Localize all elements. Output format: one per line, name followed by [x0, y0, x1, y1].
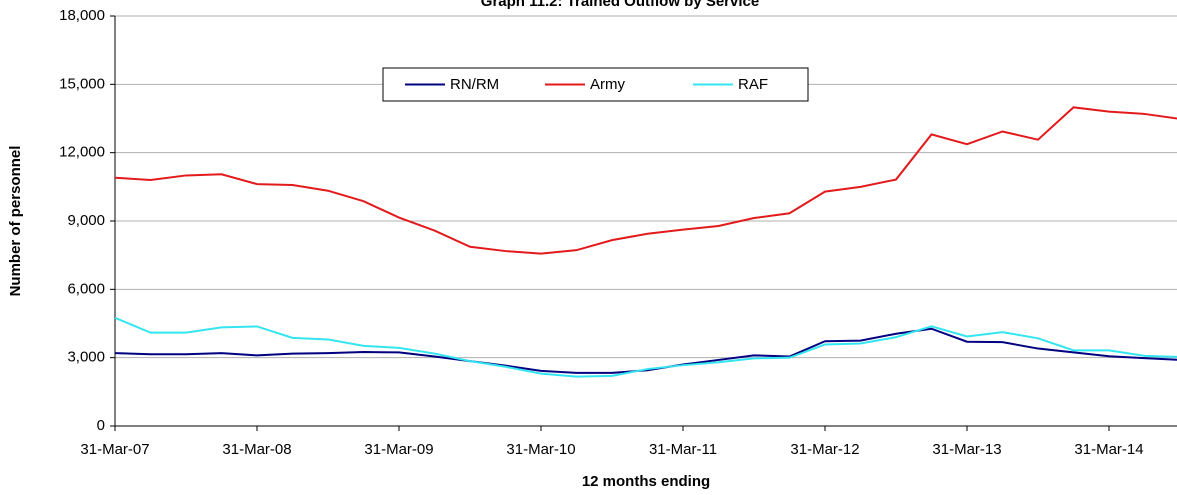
x-tick-label: 31-Mar-11 — [649, 441, 717, 458]
y-tick-label: 0 — [97, 417, 105, 434]
x-tick-label: 31-Mar-07 — [80, 441, 149, 458]
y-tick-label: 6,000 — [67, 280, 105, 297]
x-tick-label: 31-Mar-12 — [790, 441, 859, 458]
legend-label: RN/RM — [450, 76, 499, 93]
legend-box — [382, 67, 809, 102]
line-series — [114, 327, 1177, 374]
y-axis-title: Number of personnel — [7, 146, 24, 297]
line-series — [114, 106, 1177, 255]
x-tick-label: 31-Mar-08 — [222, 441, 291, 458]
chart-title: Graph 11.2: Trained Outflow by Service — [481, 0, 759, 10]
x-tick-label: 31-Mar-09 — [364, 441, 433, 458]
x-axis-title: 12 months ending — [582, 473, 710, 490]
x-tick-label: 31-Mar-10 — [506, 441, 575, 458]
legend-label: RAF — [738, 76, 768, 93]
y-tick-label: 18,000 — [59, 7, 105, 24]
y-tick-label: 9,000 — [67, 212, 105, 229]
y-tick-label: 3,000 — [67, 349, 105, 366]
legend-label: Army — [590, 76, 625, 93]
line-series — [114, 316, 1177, 378]
x-tick-label: 31-Mar-13 — [932, 441, 1001, 458]
y-tick-label: 15,000 — [59, 75, 105, 92]
x-tick-label: 31-Mar-14 — [1074, 441, 1143, 458]
y-tick-label: 12,000 — [59, 144, 105, 161]
